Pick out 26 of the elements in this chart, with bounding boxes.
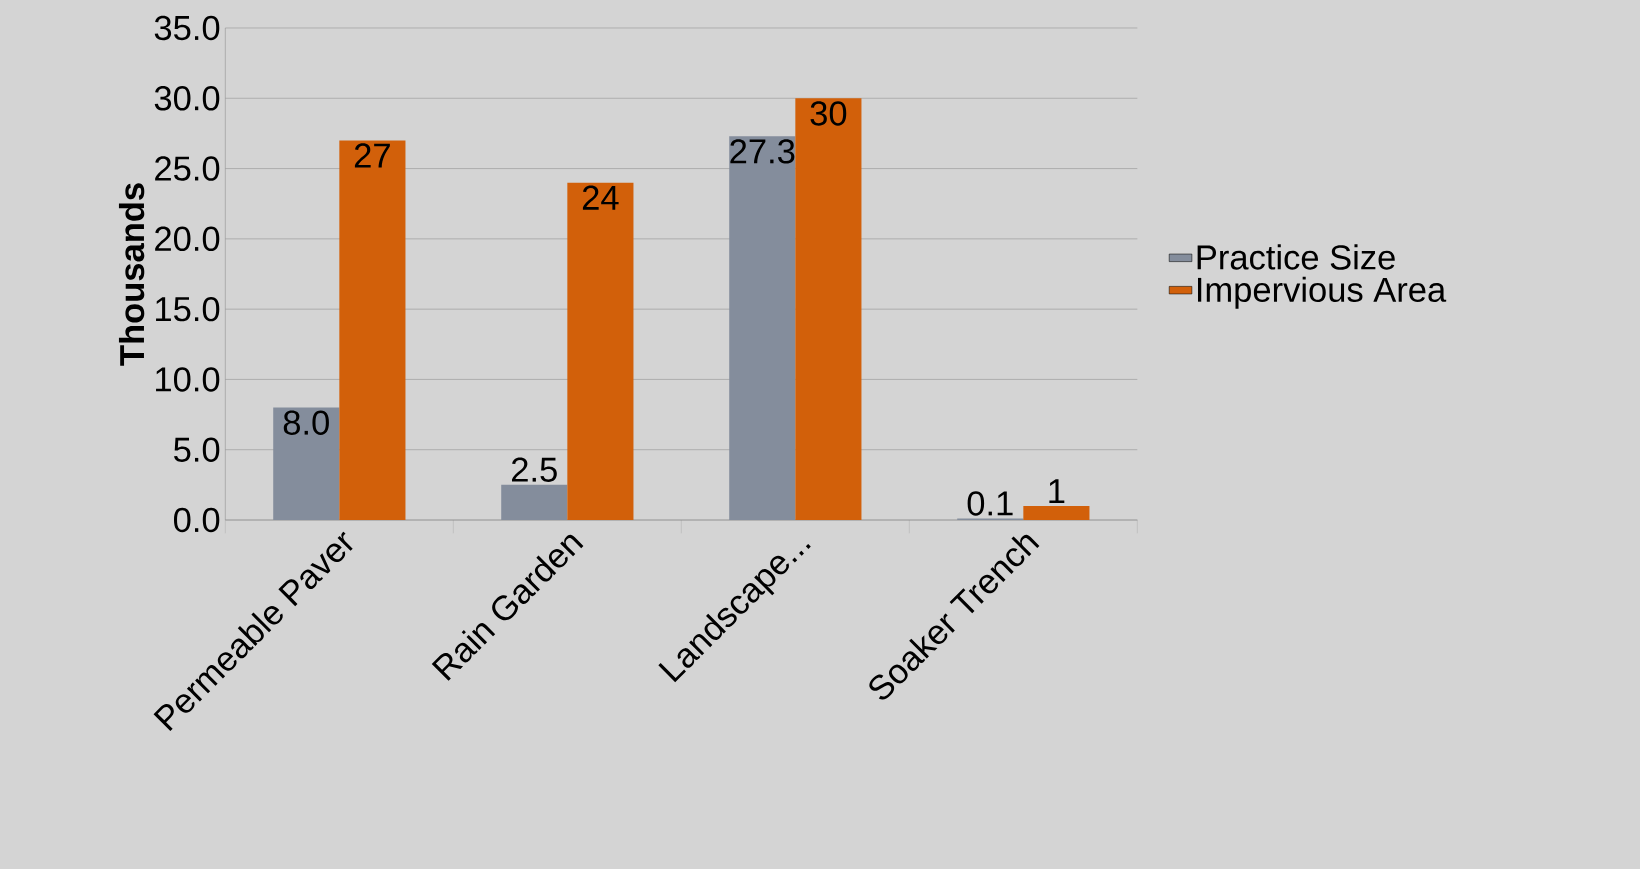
bar: [273, 407, 340, 520]
y-tick-label: 5.0: [174, 437, 220, 462]
data-label: 1: [1049, 479, 1065, 503]
bar: [567, 182, 634, 520]
bar: [795, 98, 862, 520]
data-label: 0.1: [967, 491, 1013, 516]
data-label: 24: [582, 185, 619, 210]
legend-label: Impervious Area: [1198, 276, 1447, 309]
y-tick-label: 30.0: [154, 85, 220, 111]
bar: [339, 140, 406, 520]
y-tick-label: 20.0: [155, 226, 220, 251]
y-axis-title: Thousands: [118, 183, 145, 366]
bar: [729, 136, 796, 520]
y-tick-label: 15.0: [156, 296, 220, 322]
legend-label: Practice Size: [1197, 244, 1395, 270]
y-tick-label: 25.0: [155, 156, 220, 181]
bar: [501, 484, 568, 520]
y-tick-label: 10.0: [156, 367, 220, 392]
data-label: 30: [810, 101, 847, 126]
data-label: 27.3: [730, 139, 795, 164]
y-tick-label: 35.0: [154, 15, 220, 41]
data-label: 2.5: [512, 457, 557, 482]
bar: [1023, 505, 1090, 520]
data-label: 27: [354, 143, 390, 168]
y-tick-label: 0.0: [173, 507, 220, 533]
data-label: 8.0: [283, 410, 329, 435]
